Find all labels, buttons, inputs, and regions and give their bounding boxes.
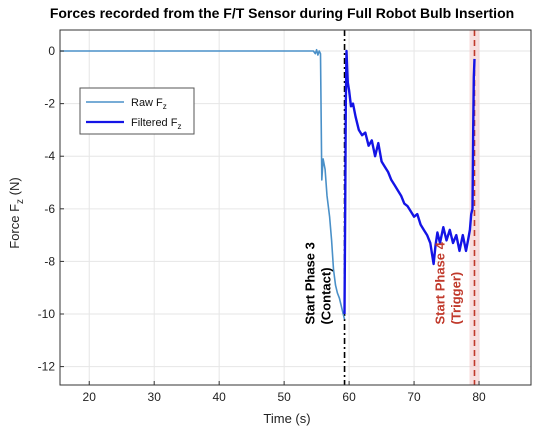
legend-label-filtered-sub: z: [177, 122, 181, 131]
plot-frame: [59, 29, 532, 386]
chart-title: Forces recorded from the F/T Sensor duri…: [50, 5, 514, 21]
legend-label-raw-main: Raw F: [131, 97, 163, 109]
series-layer: [60, 48, 476, 320]
x-tick-label: 70: [407, 390, 421, 404]
phase-label-3: Start Phase 3(Contact): [303, 242, 334, 324]
y-tick-label: -12: [38, 360, 56, 374]
x-tick-label: 50: [277, 390, 291, 404]
x-tick-label: 60: [342, 390, 356, 404]
series-line-filtered: [343, 49, 476, 315]
y-axis-label-main: Force F: [7, 204, 22, 249]
legend-label-filtered: Filtered Fz: [131, 117, 181, 131]
phase-labels: Start Phase 3(Contact) Start Phase 4(Trig…: [303, 241, 464, 324]
y-tick-label: -8: [44, 254, 55, 268]
tick-labels: 20 30 40 50 60 70 80 0 -2 -4 -6 -8 -10 -12: [38, 44, 486, 404]
y-axis-label-unit: (N): [7, 177, 22, 199]
phase-label-line2: (Contact): [319, 267, 334, 324]
grid: [60, 30, 531, 385]
legend-box: [79, 87, 195, 135]
y-tick-label: -2: [44, 97, 55, 111]
y-tick-label: -4: [44, 149, 55, 163]
legend-label-raw-sub: z: [163, 102, 167, 111]
series-line-raw: [60, 48, 346, 320]
phase-highlight: [469, 30, 480, 385]
y-tick-label: -10: [38, 307, 56, 321]
x-tick-label: 80: [472, 390, 486, 404]
x-tick-label: 20: [83, 390, 97, 404]
phase-label-4: Start Phase 4(Trigger): [432, 241, 463, 324]
y-tick-label: -6: [44, 202, 55, 216]
legend-label-raw: Raw Fz: [131, 97, 167, 111]
legend: Raw Fz Filtered Fz: [79, 87, 195, 135]
phase-label-line1: Start Phase 3: [303, 242, 318, 324]
phase-lines: [343, 30, 480, 385]
legend-label-filtered-main: Filtered F: [131, 117, 178, 129]
x-tick-label: 30: [148, 390, 162, 404]
x-axis-label: Time (s): [263, 411, 310, 426]
y-tick-label: 0: [48, 44, 55, 58]
x-tick-label: 40: [212, 390, 226, 404]
y-axis-label-sub: z: [15, 199, 26, 204]
phase-label-line1: Start Phase 4: [432, 241, 447, 324]
y-axis-label: Force Fz (N): [7, 177, 26, 248]
phase-label-line2: (Trigger): [448, 272, 463, 325]
